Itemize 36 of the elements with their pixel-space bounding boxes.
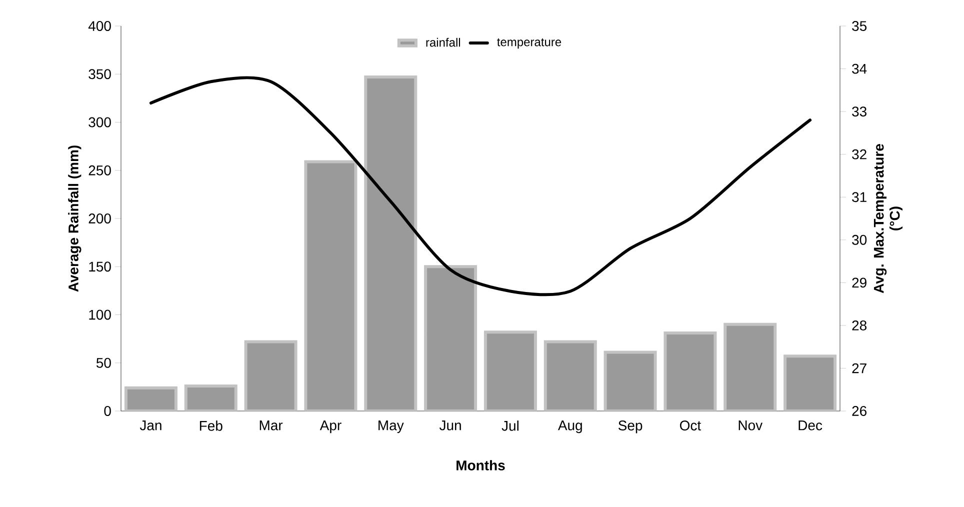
y2-tick-label: 32 — [852, 149, 866, 160]
x-axis-title: Months — [456, 460, 505, 470]
y-tick-label: 200 — [88, 214, 111, 224]
y-tick-label: 0 — [104, 406, 111, 416]
y-axis-title: Average Rainfall (mm) — [68, 146, 82, 292]
x-tick-label: Jun — [439, 420, 461, 430]
y2-tick-label: 30 — [852, 234, 867, 245]
x-tick-label: Jul — [502, 420, 518, 431]
y2-tick-label: 35 — [852, 21, 867, 31]
legend-label: rainfall — [426, 38, 460, 47]
legend-label: temperature — [497, 38, 562, 49]
y-tick-label: 150 — [89, 262, 111, 272]
x-tick-label: Jan — [140, 420, 162, 430]
y-tick-label: 50 — [96, 358, 111, 368]
y2-tick-label: 33 — [852, 106, 866, 117]
x-tick-label: Aug — [558, 420, 582, 434]
y-tick-label: 250 — [88, 165, 111, 176]
y2-tick-label: 34 — [852, 64, 867, 74]
x-tick-label: Oct — [680, 420, 702, 430]
y-tick-label: 100 — [89, 310, 111, 320]
x-tick-label: Dec — [798, 420, 822, 430]
y2-tick-label: 29 — [852, 278, 866, 288]
x-tick-label: Apr — [320, 420, 342, 434]
y2-tick-label: 28 — [852, 320, 866, 330]
x-tick-label: Nov — [738, 420, 763, 430]
y-tick-label: 300 — [88, 117, 111, 128]
x-tick-label: May — [378, 420, 404, 434]
y-tick-label: 350 — [88, 69, 111, 80]
y2-tick-label: 26 — [852, 406, 866, 416]
y-tick-label: 400 — [88, 21, 111, 31]
x-tick-label: Sep — [618, 420, 642, 434]
x-tick-label: Feb — [200, 420, 222, 431]
y2-tick-label: 27 — [852, 363, 866, 374]
x-tick-label: Mar — [260, 420, 283, 430]
y2-axis-title: Avg. Max.Temperature (°C) — [874, 144, 903, 294]
y2-tick-label: 31 — [852, 192, 866, 202]
